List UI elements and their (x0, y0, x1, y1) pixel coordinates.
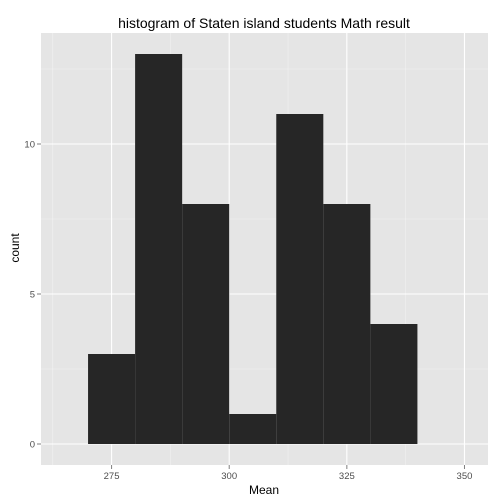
y-tick-label: 0 (30, 440, 35, 451)
histogram-bar (276, 114, 324, 444)
x-axis-ticks: 275 300 325 350 (104, 465, 473, 482)
y-tick-label: 5 (30, 290, 35, 301)
y-axis-label: count (8, 233, 22, 263)
x-tick-label: 350 (457, 471, 473, 482)
y-tick-label: 10 (24, 140, 35, 151)
x-tick-label: 300 (221, 471, 237, 482)
histogram-bar (323, 204, 371, 444)
x-tick-label: 275 (104, 471, 120, 482)
x-tick-label: 325 (339, 471, 355, 482)
x-axis-label: Mean (249, 483, 279, 497)
histogram-bars (88, 54, 418, 444)
histogram-bar (135, 54, 183, 444)
y-axis-ticks: 0 5 10 (24, 140, 41, 451)
histogram-bar (370, 324, 418, 444)
histogram-bar (229, 414, 277, 444)
histogram-bar (182, 204, 230, 444)
chart-title: histogram of Staten island students Math… (118, 15, 410, 31)
histogram-bar (88, 354, 136, 444)
